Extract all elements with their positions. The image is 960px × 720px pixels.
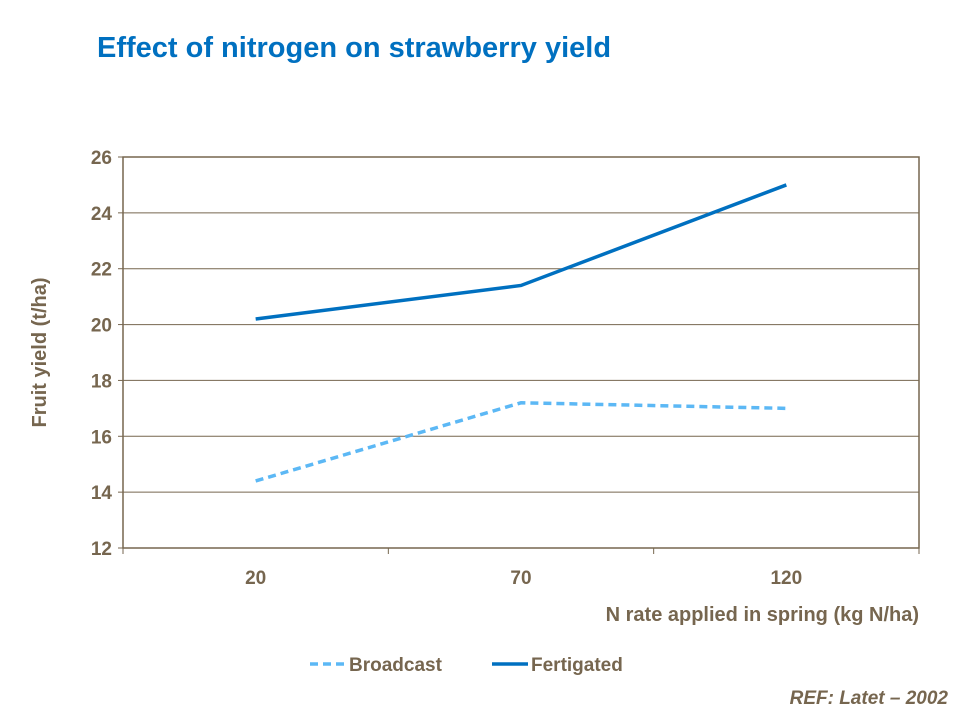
legend-label-fertigated: Fertigated [531, 655, 623, 676]
y-tick-label: 26 [91, 148, 112, 169]
y-tick-label: 14 [91, 483, 113, 504]
chart-title: Effect of nitrogen on strawberry yield [97, 32, 612, 64]
y-tick-label: 18 [91, 371, 112, 392]
plot-frame [122, 156, 920, 549]
y-tick-label: 12 [91, 539, 112, 560]
series-line-broadcast [255, 401, 787, 483]
series-line-fertigated [255, 183, 787, 321]
y-tick-label: 24 [91, 204, 113, 225]
x-tick-label: 120 [770, 568, 802, 589]
y-axis-label: Fruit yield (t/ha) [29, 278, 51, 428]
reference-note: REF: Latet – 2002 [789, 688, 948, 709]
x-tick-label: 70 [510, 568, 531, 589]
x-tick-label: 20 [245, 568, 266, 589]
y-tick-label: 16 [91, 427, 112, 448]
y-tick-label: 20 [91, 316, 112, 337]
x-axis-label: N rate applied in spring (kg N/ha) [606, 604, 919, 626]
y-tick-label: 22 [91, 260, 112, 281]
legend-label-broadcast: Broadcast [349, 655, 443, 676]
